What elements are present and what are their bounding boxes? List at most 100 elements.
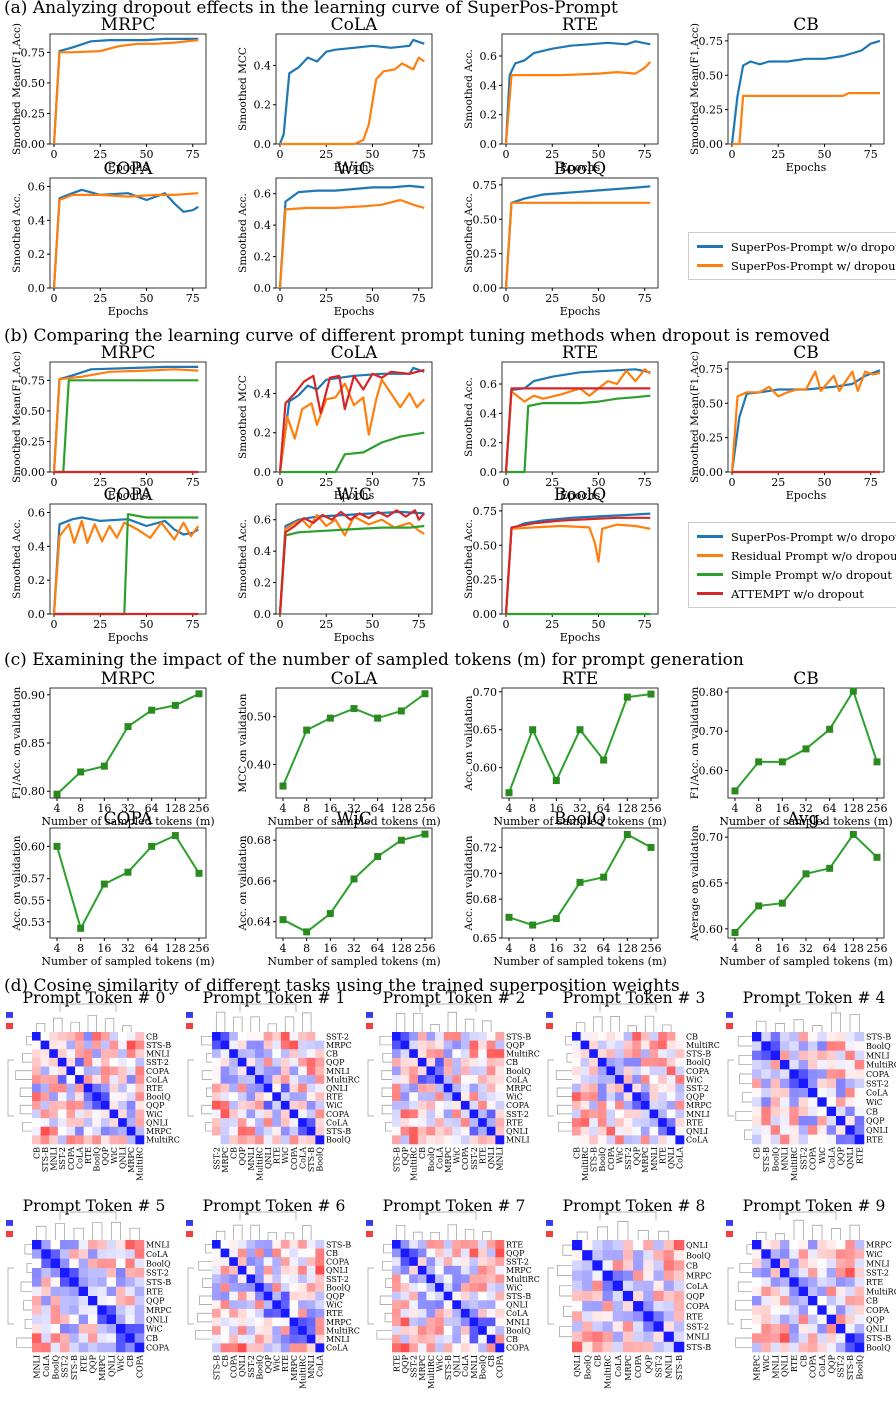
heatmap-cell [392,1109,401,1119]
x-tick-label: 50 [140,148,154,161]
series-line [52,368,199,473]
row-label: STS-B [866,1334,891,1343]
x-tick-label: 50 [818,148,832,161]
heatmap-cell [653,1321,664,1332]
dendrogram-branch [197,1312,212,1323]
row-label: QQP [866,1315,885,1324]
colorbar-low [546,1023,553,1029]
heatmap-cell [592,1311,603,1322]
data-point [826,864,834,872]
heatmap-cell [426,1317,436,1327]
heatmap-cell [298,1032,308,1041]
heatmap-cell [246,1049,256,1059]
heatmap-cell [289,1300,299,1310]
col-label: MNLI [771,1355,780,1379]
colorbar [5,1012,14,1029]
heatmap-cell [854,1277,865,1287]
heatmap-cell [83,1032,93,1041]
heatmap-cell [633,1311,644,1322]
heatmap-cell [246,1135,256,1145]
heatmap-cell [478,1049,488,1059]
data-point [755,902,763,910]
heatmap-cell [435,1075,444,1084]
heatmap-cell [116,1277,126,1287]
x-axis-label: Number of sampled tokens (m) [493,815,666,828]
heatmap-cell [32,1075,41,1084]
heatmap-cell [469,1057,479,1067]
heatmap-cell [237,1040,247,1050]
heatmap-cell [100,1032,110,1041]
heatmap-cell [212,1240,221,1249]
heatmap-cell [426,1118,436,1128]
heatmap-cell [272,1049,282,1059]
series-line [734,688,878,792]
heatmap-cell [32,1296,42,1306]
heatmap-cell [229,1118,239,1128]
heatmap-cell [452,1083,462,1093]
heatmap-cell [306,1257,316,1267]
legend-label: ATTEMPT w/o dropout [731,586,864,601]
heatmap-cell [298,1248,308,1258]
heatmap-cell [460,1334,470,1344]
x-tick-label: 50 [592,148,606,161]
x-tick-label: 128 [617,802,638,815]
heatmap-cell [315,1265,325,1275]
heatmap-cell [298,1240,308,1249]
heatmap-cell [572,1092,581,1102]
heatmap-cell [306,1135,316,1145]
heatmap-cell [612,1301,624,1312]
heatmap-cell [246,1343,256,1353]
series-line [504,40,651,145]
heatmap-cell [69,1249,79,1259]
heatmap-cell [409,1291,419,1301]
heatmap-cell [289,1057,299,1067]
heatmap-cell [592,1341,603,1353]
dendrogram-branch [367,1059,374,1117]
heatmap-cell [135,1057,145,1067]
heatmap-cell [589,1049,599,1059]
heatmap-cell [298,1326,308,1336]
heatmap-cell [32,1126,41,1136]
series-line [278,368,425,473]
heatmap-cell [452,1066,462,1076]
heatmap-cell [770,1305,781,1315]
row-label: SST-2 [866,1269,889,1278]
heatmap-cell [761,1069,771,1079]
colorbar-mid [545,1017,554,1024]
dendrogram-branch [812,1224,823,1240]
colorbar-low [366,1231,373,1237]
heatmap-cell [125,1268,135,1278]
row-label: BoolQ [866,1343,891,1352]
dendrogram-branch [644,1015,655,1032]
heatmap-cell [306,1248,316,1258]
heatmap-cell [845,1097,855,1107]
heatmap-cell [60,1314,70,1325]
heatmap-cell [752,1060,762,1070]
y-tick-label: 0.40 [247,759,272,772]
heatmap-cell [435,1100,444,1110]
heatmap-cell [409,1100,419,1110]
heatmap-cell [572,1057,581,1067]
heatmap-cell [761,1032,771,1042]
heatmap-cell [761,1088,771,1098]
dendrogram-left [367,1035,392,1132]
y-axis-label: Smoothed Acc. [237,193,249,273]
heatmap-cell [495,1257,505,1267]
heatmap-cell [315,1291,325,1301]
heatmap-cell [298,1257,308,1267]
data-point [171,701,179,709]
heatmap-cell [836,1249,846,1259]
row-label: MNLI [506,1136,530,1145]
heatmap-cell [808,1258,818,1269]
heatmap-cell [478,1075,488,1084]
heatmap-cell [255,1257,264,1267]
colorbar-high [726,1012,733,1018]
heatmap-cell [212,1040,221,1050]
chart-title: Prompt Token # 4 [743,989,886,1007]
heatmap-cell [125,1296,135,1306]
colorbar-low [6,1231,13,1237]
heatmap-cell [280,1040,290,1050]
colorbar-high [546,1012,553,1018]
heatmap-cell [40,1049,50,1059]
heatmap-cell [246,1126,256,1136]
